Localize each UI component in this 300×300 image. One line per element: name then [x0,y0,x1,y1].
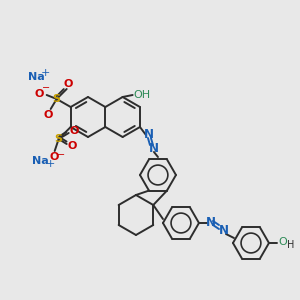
Text: N: N [144,128,154,142]
Text: +: + [41,68,50,78]
Text: O: O [68,141,77,151]
Text: N: N [219,224,229,238]
Text: +: + [46,159,56,169]
Text: N: N [206,215,216,229]
Text: Na: Na [28,72,45,82]
Text: O: O [70,126,80,136]
Text: S: S [55,134,63,144]
Text: O: O [50,152,59,162]
Text: O: O [35,89,44,99]
Text: −: − [42,83,50,93]
Text: S: S [53,94,61,104]
Text: OH: OH [133,90,150,100]
Text: O: O [279,237,287,247]
Text: Na: Na [32,156,49,166]
Text: O: O [64,79,74,89]
Text: O: O [44,110,53,120]
Text: N: N [149,142,159,155]
Text: −: − [57,150,65,160]
Text: H: H [287,240,295,250]
